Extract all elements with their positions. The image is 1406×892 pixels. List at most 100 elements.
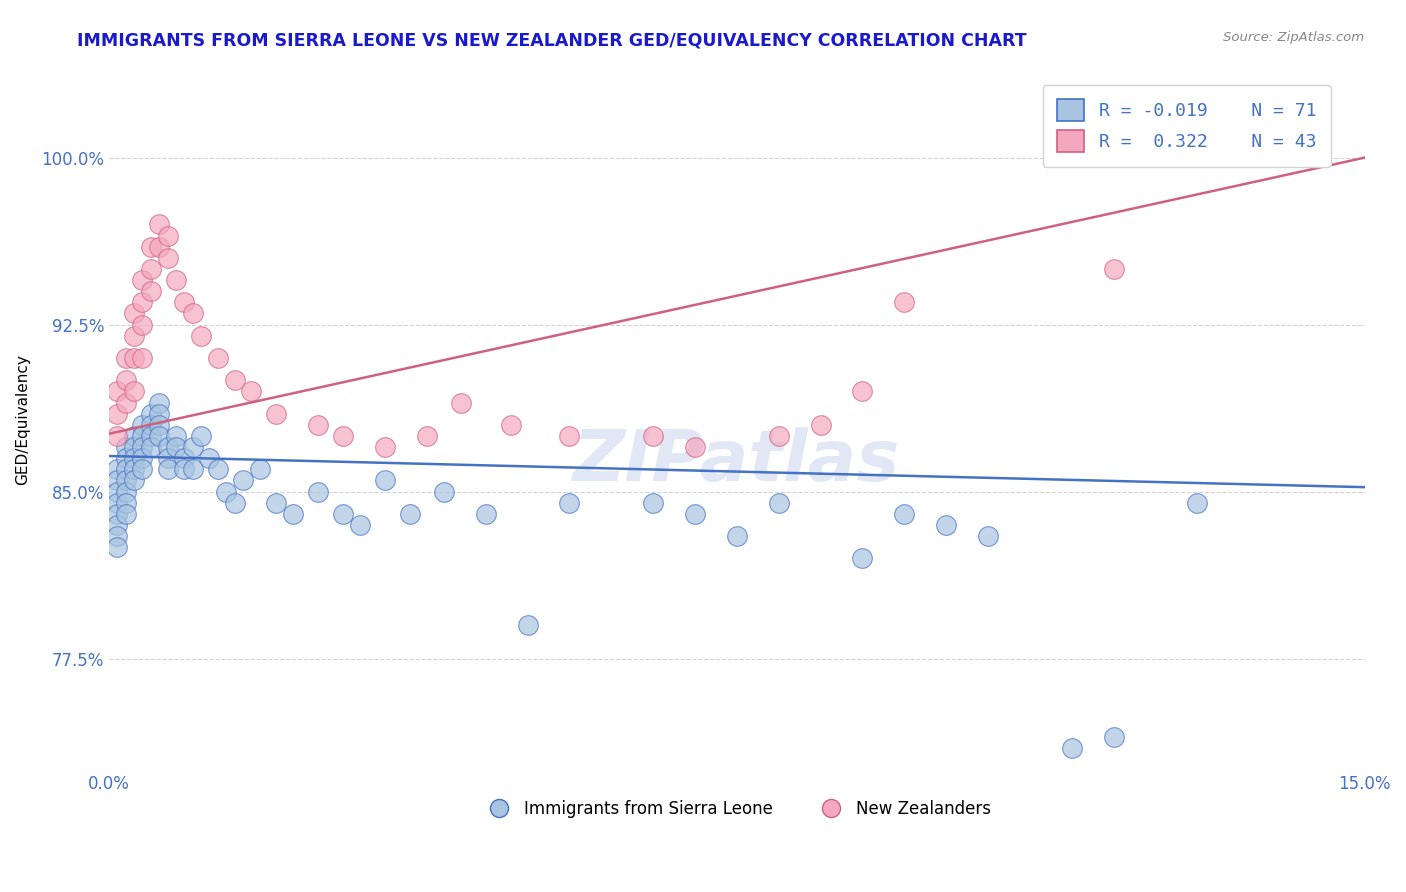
Point [207,462,229,476]
Point [266,496,288,510]
Point [105,507,128,521]
Point [499,417,522,432]
Point [114,496,136,510]
Point [122,429,145,443]
Point [1102,262,1125,277]
Point [122,462,145,476]
Point [224,373,246,387]
Point [114,462,136,476]
Point [810,417,832,432]
Point [122,306,145,320]
Point [935,518,957,533]
Point [349,518,371,533]
Point [148,429,170,443]
Point [105,429,128,443]
Point [283,507,305,521]
Point [105,462,128,476]
Point [122,474,145,488]
Point [240,384,263,399]
Point [139,407,162,421]
Point [893,507,915,521]
Point [173,451,195,466]
Point [131,462,153,476]
Point [148,407,170,421]
Text: ZIPatlas: ZIPatlas [574,427,901,496]
Point [683,440,706,454]
Point [131,273,153,287]
Point [198,451,221,466]
Point [131,318,153,332]
Point [114,484,136,499]
Point [558,429,581,443]
Point [416,429,439,443]
Text: IMMIGRANTS FROM SIERRA LEONE VS NEW ZEALANDER GED/EQUIVALENCY CORRELATION CHART: IMMIGRANTS FROM SIERRA LEONE VS NEW ZEAL… [77,31,1026,49]
Point [122,440,145,454]
Point [148,218,170,232]
Point [114,351,136,365]
Point [114,373,136,387]
Point [977,529,1000,543]
Point [114,474,136,488]
Point [307,417,329,432]
Point [122,384,145,399]
Point [433,484,456,499]
Point [122,328,145,343]
Point [249,462,271,476]
Point [139,262,162,277]
Point [156,462,179,476]
Point [374,440,396,454]
Point [768,496,790,510]
Point [851,551,873,566]
Point [643,496,665,510]
Point [114,451,136,466]
Point [266,407,288,421]
Point [207,351,229,365]
Point [105,529,128,543]
Legend: Immigrants from Sierra Leone, New Zealanders: Immigrants from Sierra Leone, New Zealan… [475,794,998,825]
Point [122,351,145,365]
Point [139,429,162,443]
Point [307,484,329,499]
Y-axis label: GED/Equivalency: GED/Equivalency [15,354,30,484]
Point [122,451,145,466]
Point [725,529,748,543]
Point [105,541,128,555]
Point [105,518,128,533]
Point [148,240,170,254]
Point [332,429,354,443]
Point [474,507,496,521]
Point [105,484,128,499]
Point [165,429,187,443]
Point [139,240,162,254]
Point [131,440,153,454]
Point [114,395,136,409]
Point [1060,740,1083,755]
Point [165,440,187,454]
Point [139,417,162,432]
Point [181,462,204,476]
Point [114,440,136,454]
Point [768,429,790,443]
Point [232,474,254,488]
Point [1102,730,1125,744]
Point [131,429,153,443]
Point [893,295,915,310]
Point [165,273,187,287]
Point [156,440,179,454]
Point [156,228,179,243]
Point [173,295,195,310]
Point [105,496,128,510]
Point [851,384,873,399]
Point [332,507,354,521]
Point [1187,496,1209,510]
Point [215,484,238,499]
Point [683,507,706,521]
Point [139,440,162,454]
Point [114,507,136,521]
Point [190,429,212,443]
Point [399,507,422,521]
Point [105,474,128,488]
Point [173,462,195,476]
Point [105,384,128,399]
Point [131,295,153,310]
